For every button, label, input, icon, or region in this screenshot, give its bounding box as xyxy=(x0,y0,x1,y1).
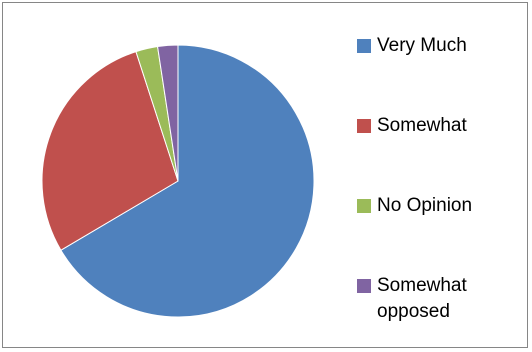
legend-item-somewhat-opposed: Somewhat opposed xyxy=(357,273,497,325)
legend-swatch xyxy=(357,279,371,293)
pie-slice-very-much xyxy=(60,44,315,318)
pie-chart xyxy=(41,44,315,318)
legend-item-no-opinion: No Opinion xyxy=(357,193,472,219)
pie-slice-somewhat-opposed xyxy=(157,44,179,182)
legend-label: Somewhat xyxy=(377,115,467,136)
legend-swatch xyxy=(357,199,371,213)
legend-swatch xyxy=(357,39,371,53)
pie-slice-somewhat xyxy=(41,51,179,251)
legend-label: No Opinion xyxy=(377,195,473,216)
legend-item-somewhat: Somewhat xyxy=(357,113,467,139)
legend-swatch xyxy=(357,119,371,133)
legend-label: Very Much xyxy=(377,35,467,56)
legend-label: Somewhat opposed xyxy=(377,275,467,322)
legend-item-very-much: Very Much xyxy=(357,33,467,59)
chart-frame: Very Much Somewhat No Opinion Somewhat o… xyxy=(2,2,528,348)
